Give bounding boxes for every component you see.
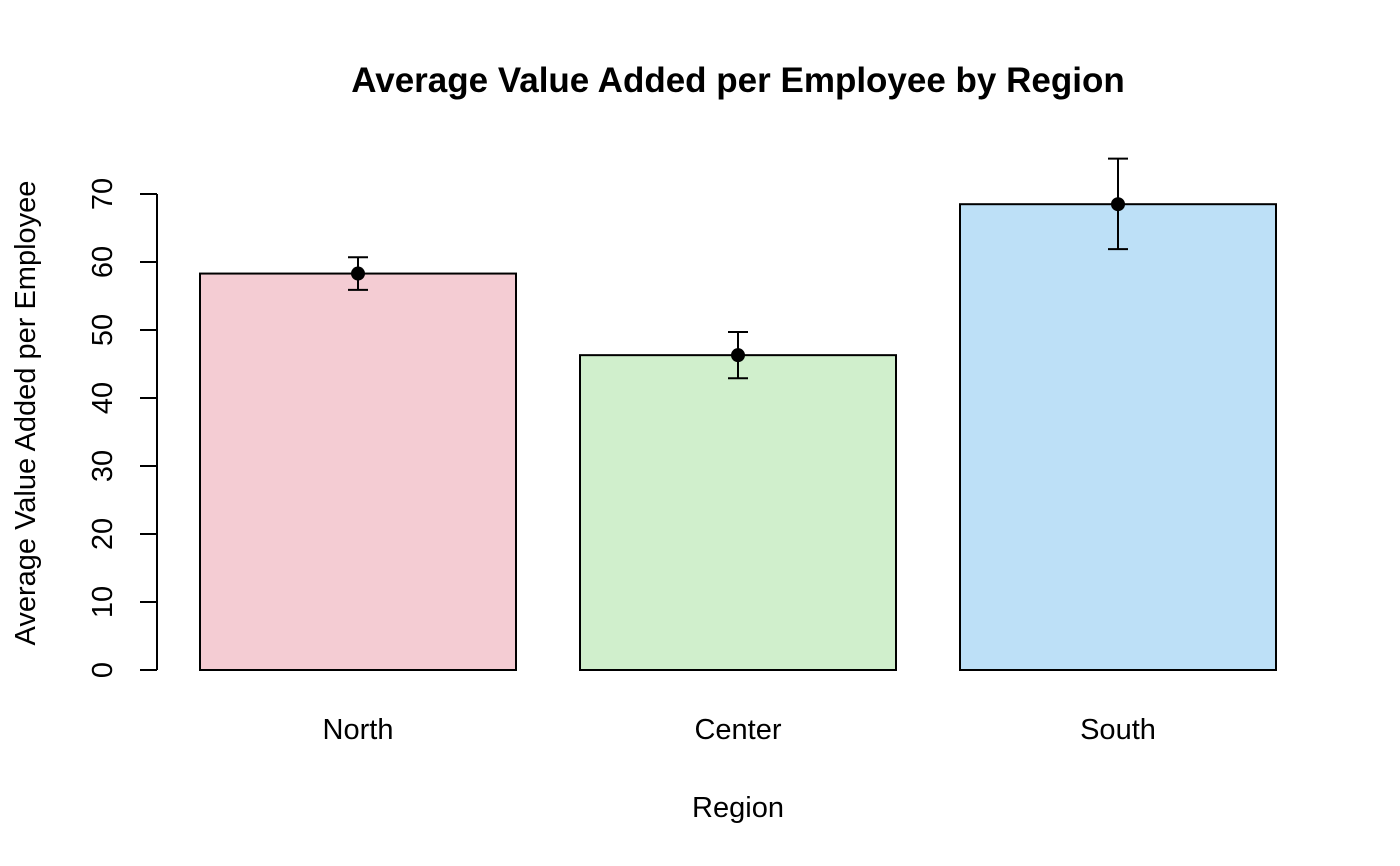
- y-tick-label-30: 30: [87, 450, 119, 482]
- mean-point-center: [731, 348, 745, 363]
- y-tick-label-10: 10: [87, 586, 119, 618]
- x-axis-label: Region: [692, 792, 784, 824]
- x-axis: North Center South: [323, 714, 1156, 746]
- y-tick-label-0: 0: [87, 662, 119, 678]
- bar-south: [959, 203, 1277, 671]
- bar-north: [199, 272, 517, 671]
- y-tick-label-60: 60: [87, 246, 119, 278]
- bar-center: [579, 354, 897, 671]
- y-tick-label-40: 40: [87, 382, 119, 414]
- mean-point-north: [351, 266, 365, 281]
- y-axis-label: Average Value Added per Employee: [10, 181, 42, 646]
- x-tick-label-north: North: [323, 714, 394, 746]
- x-tick-label-center: Center: [694, 714, 781, 746]
- y-tick-label-50: 50: [87, 314, 119, 346]
- y-tick-label-70: 70: [87, 178, 119, 210]
- x-tick-label-south: South: [1080, 714, 1156, 746]
- mean-point-south: [1111, 197, 1125, 212]
- error-bars-layer: [348, 157, 1128, 380]
- y-tick-label-20: 20: [87, 518, 119, 550]
- y-axis: 0 10 20 30 40 50 60 70: [87, 178, 158, 678]
- chart-title: Average Value Added per Employee by Regi…: [351, 61, 1124, 100]
